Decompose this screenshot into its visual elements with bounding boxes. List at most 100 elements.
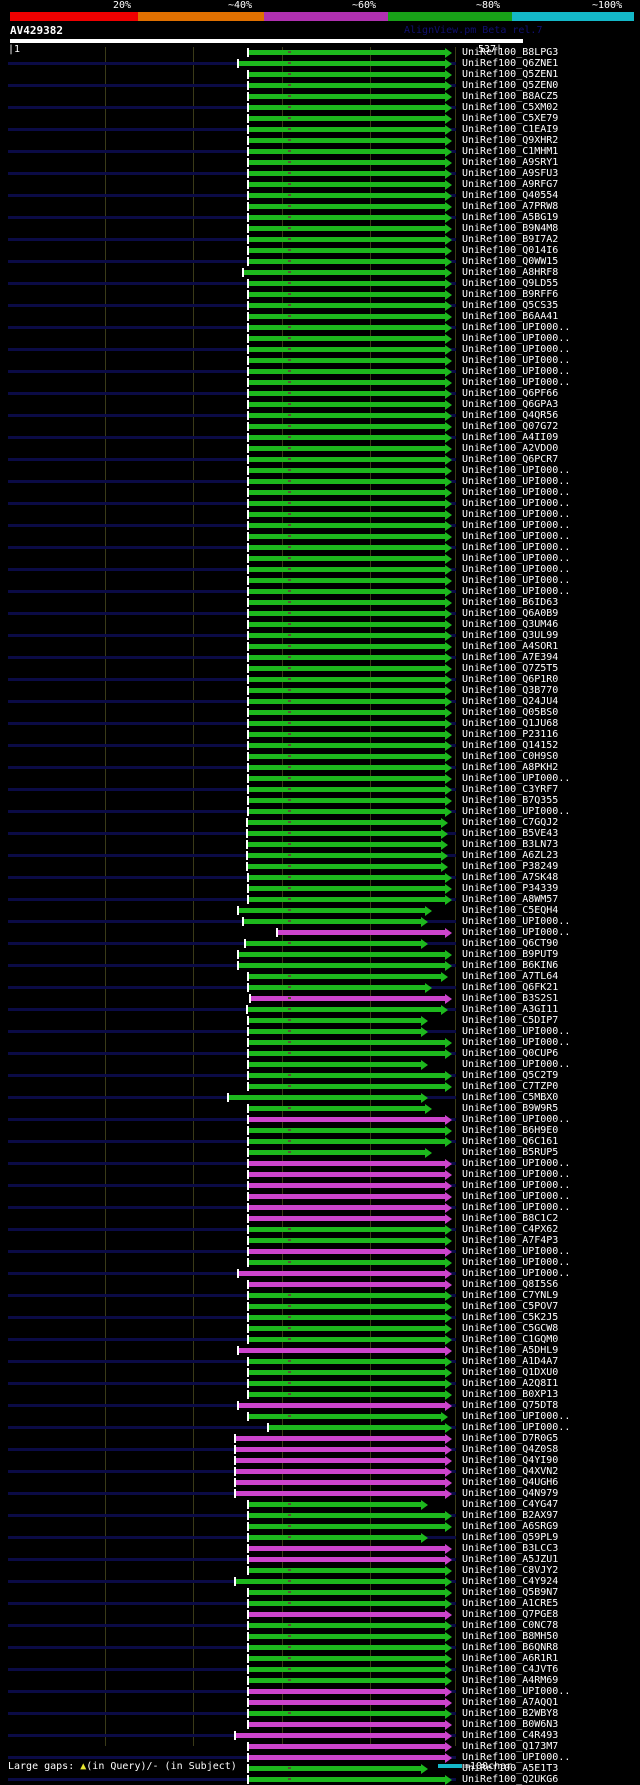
hit-row[interactable]: UniRef100_Q4N979 <box>0 1488 640 1499</box>
hit-row[interactable]: UniRef100_C5DIP7 <box>0 1015 640 1026</box>
hit-row[interactable]: UniRef100_Q3UM46 <box>0 619 640 630</box>
hsp-bar[interactable] <box>248 1084 445 1089</box>
hit-row[interactable]: UniRef100_UPI000.. <box>0 1686 640 1697</box>
hit-row[interactable]: UniRef100_A9RFG7 <box>0 179 640 190</box>
hit-label[interactable]: UniRef100_C8VJY2 <box>462 1565 559 1576</box>
hit-label[interactable]: UniRef100_C1GQM0 <box>462 1334 559 1345</box>
hsp-bar[interactable] <box>248 897 445 902</box>
hsp-bar[interactable] <box>248 1172 445 1177</box>
hsp-bar[interactable] <box>238 908 425 913</box>
hit-label[interactable]: UniRef100_UPI000.. <box>462 542 571 553</box>
hit-label[interactable]: UniRef100_UPI000.. <box>462 344 571 355</box>
hit-row[interactable]: UniRef100_Q5C2T9 <box>0 1070 640 1081</box>
hsp-bar[interactable] <box>248 380 445 385</box>
hit-label[interactable]: UniRef100_Q7PGE8 <box>462 1609 559 1620</box>
hit-label[interactable]: UniRef100_UPI000.. <box>462 1191 571 1202</box>
hit-label[interactable]: UniRef100_Q0CUP6 <box>462 1048 559 1059</box>
hsp-bar[interactable] <box>248 1414 441 1419</box>
hit-row[interactable]: UniRef100_UPI000.. <box>0 465 640 476</box>
hit-label[interactable]: UniRef100_Q05BS0 <box>462 707 559 718</box>
hit-row[interactable]: UniRef100_A9SRY1 <box>0 157 640 168</box>
hit-row[interactable]: UniRef100_UPI000.. <box>0 531 640 542</box>
hit-label[interactable]: UniRef100_A8PKH2 <box>462 762 559 773</box>
hsp-bar[interactable] <box>247 842 441 847</box>
hit-label[interactable]: UniRef100_A5JZU1 <box>462 1554 559 1565</box>
hit-label[interactable]: UniRef100_A1D4A7 <box>462 1356 559 1367</box>
hit-label[interactable]: UniRef100_A6ZL23 <box>462 850 559 861</box>
hit-label[interactable]: UniRef100_B0XP13 <box>462 1389 559 1400</box>
hsp-bar[interactable] <box>247 831 441 836</box>
hsp-bar[interactable] <box>248 1150 425 1155</box>
hit-row[interactable]: UniRef100_A5JZU1 <box>0 1554 640 1565</box>
hit-row[interactable]: UniRef100_Q1JU68 <box>0 718 640 729</box>
hit-row[interactable]: UniRef100_C5POV7 <box>0 1301 640 1312</box>
hsp-bar[interactable] <box>248 1040 445 1045</box>
hit-row[interactable]: UniRef100_Q173M7 <box>0 1741 640 1752</box>
hit-label[interactable]: UniRef100_B9N4M8 <box>462 223 559 234</box>
hit-row[interactable]: UniRef100_A8HRF8 <box>0 267 640 278</box>
hit-row[interactable]: UniRef100_P23116 <box>0 729 640 740</box>
hit-row[interactable]: UniRef100_UPI000.. <box>0 476 640 487</box>
hit-row[interactable]: UniRef100_A2VDO0 <box>0 443 640 454</box>
hit-row[interactable]: UniRef100_UPI000.. <box>0 1257 640 1268</box>
hsp-bar[interactable] <box>247 864 441 869</box>
hit-label[interactable]: UniRef100_UPI000.. <box>462 586 571 597</box>
hit-label[interactable]: UniRef100_UPI000.. <box>462 1422 571 1433</box>
hit-label[interactable]: UniRef100_Q4N979 <box>462 1488 559 1499</box>
hsp-bar[interactable] <box>235 1447 445 1452</box>
hit-row[interactable]: UniRef100_A5DHL9 <box>0 1345 640 1356</box>
hit-row[interactable]: UniRef100_Q05BS0 <box>0 707 640 718</box>
hit-row[interactable]: UniRef100_Q4YI90 <box>0 1455 640 1466</box>
hit-label[interactable]: UniRef100_B0W6N3 <box>462 1719 559 1730</box>
hit-label[interactable]: UniRef100_Q0WW15 <box>462 256 559 267</box>
hit-label[interactable]: UniRef100_A8WM57 <box>462 894 559 905</box>
hit-label[interactable]: UniRef100_B6KIN6 <box>462 960 559 971</box>
hit-row[interactable]: UniRef100_B2AX97 <box>0 1510 640 1521</box>
hsp-bar[interactable] <box>248 1612 445 1617</box>
hsp-bar[interactable] <box>248 336 445 341</box>
hit-label[interactable]: UniRef100_UPI000.. <box>462 520 571 531</box>
hit-row[interactable]: UniRef100_UPI000.. <box>0 1246 640 1257</box>
hit-label[interactable]: UniRef100_C5MBX0 <box>462 1092 559 1103</box>
hit-row[interactable]: UniRef100_UPI000.. <box>0 1191 640 1202</box>
hit-label[interactable]: UniRef100_UPI000.. <box>462 476 571 487</box>
hit-row[interactable]: UniRef100_A7TL64 <box>0 971 640 982</box>
hsp-bar[interactable] <box>248 1755 445 1760</box>
hsp-bar[interactable] <box>248 1194 445 1199</box>
hit-label[interactable]: UniRef100_Q6PF66 <box>462 388 559 399</box>
hit-row[interactable]: UniRef100_B3LN73 <box>0 839 640 850</box>
hsp-bar[interactable] <box>248 1722 445 1727</box>
hsp-bar[interactable] <box>248 798 445 803</box>
hsp-bar[interactable] <box>248 1667 445 1672</box>
hit-label[interactable]: UniRef100_UPI000.. <box>462 498 571 509</box>
hit-label[interactable]: UniRef100_B8MH50 <box>462 1631 559 1642</box>
hit-label[interactable]: UniRef100_B6ID63 <box>462 597 559 608</box>
hit-label[interactable]: UniRef100_C5XE79 <box>462 113 559 124</box>
hsp-bar[interactable] <box>238 1403 445 1408</box>
hit-row[interactable]: UniRef100_A4SOR1 <box>0 641 640 652</box>
hit-row[interactable]: UniRef100_Q6ZNE1 <box>0 58 640 69</box>
hit-row[interactable]: UniRef100_C4JVT6 <box>0 1664 640 1675</box>
hit-row[interactable]: UniRef100_P38249 <box>0 861 640 872</box>
hit-label[interactable]: UniRef100_UPI000.. <box>462 553 571 564</box>
hit-row[interactable]: UniRef100_C4PX62 <box>0 1224 640 1235</box>
hit-row[interactable]: UniRef100_C5K2J5 <box>0 1312 640 1323</box>
hit-row[interactable]: UniRef100_B3S2S1 <box>0 993 640 1004</box>
hit-label[interactable]: UniRef100_A5BG19 <box>462 212 559 223</box>
hsp-bar[interactable] <box>248 1183 445 1188</box>
hit-label[interactable]: UniRef100_UPI000.. <box>462 355 571 366</box>
hit-row[interactable]: UniRef100_A8PKH2 <box>0 762 640 773</box>
hit-label[interactable]: UniRef100_Q5CS35 <box>462 300 559 311</box>
hsp-bar[interactable] <box>248 1711 445 1716</box>
hsp-bar[interactable] <box>248 688 445 693</box>
hsp-bar[interactable] <box>248 743 445 748</box>
hsp-bar[interactable] <box>248 1766 421 1771</box>
hsp-bar[interactable] <box>248 1590 445 1595</box>
hit-row[interactable]: UniRef100_B6AA41 <box>0 311 640 322</box>
hsp-bar[interactable] <box>248 1744 445 1749</box>
hsp-bar[interactable] <box>248 1524 445 1529</box>
hsp-bar[interactable] <box>248 523 445 528</box>
hit-label[interactable]: UniRef100_C4R493 <box>462 1730 559 1741</box>
hit-row[interactable]: UniRef100_C0NC78 <box>0 1620 640 1631</box>
hit-label[interactable]: UniRef100_A4SOR1 <box>462 641 559 652</box>
